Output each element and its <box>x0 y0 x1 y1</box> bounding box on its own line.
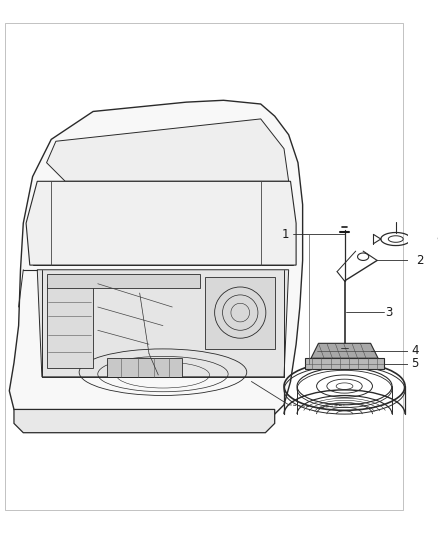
Text: 1: 1 <box>281 228 289 241</box>
Polygon shape <box>46 119 289 181</box>
Polygon shape <box>37 270 289 377</box>
Text: 5: 5 <box>412 357 419 370</box>
Text: 2: 2 <box>416 254 424 267</box>
FancyBboxPatch shape <box>5 23 403 510</box>
Polygon shape <box>9 100 303 414</box>
Polygon shape <box>205 277 275 349</box>
Text: 3: 3 <box>385 305 393 319</box>
Text: 4: 4 <box>412 344 419 357</box>
Polygon shape <box>305 358 384 369</box>
Polygon shape <box>311 343 378 358</box>
Text: 8: 8 <box>437 231 438 244</box>
Polygon shape <box>46 274 200 288</box>
Polygon shape <box>46 284 93 368</box>
Polygon shape <box>26 181 296 265</box>
Polygon shape <box>14 409 275 433</box>
Polygon shape <box>107 358 182 377</box>
